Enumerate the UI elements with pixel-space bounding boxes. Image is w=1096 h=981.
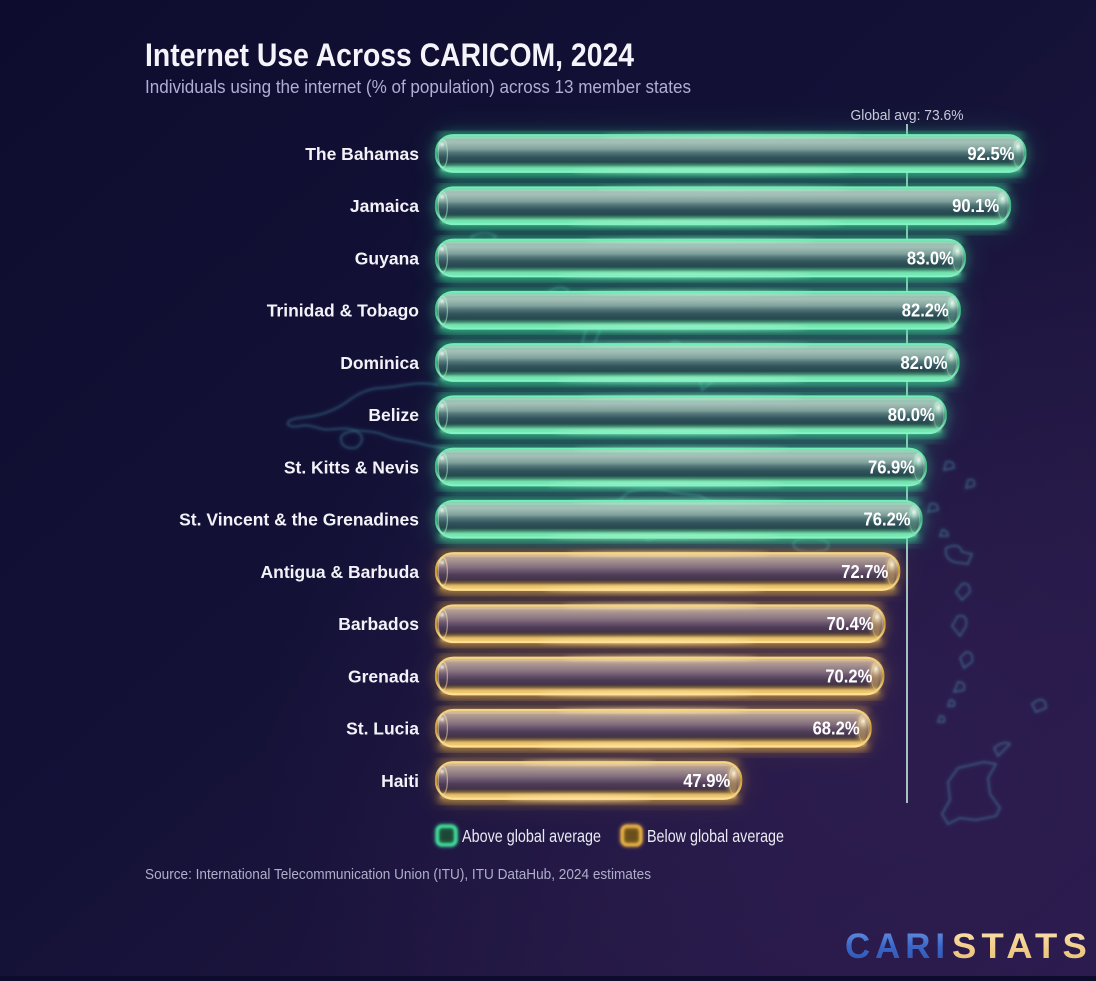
svg-text:72.7%: 72.7% [841, 562, 888, 582]
svg-text:80.0%: 80.0% [888, 405, 935, 425]
svg-text:Jamaica: Jamaica [350, 196, 419, 216]
svg-text:Antigua & Barbuda: Antigua & Barbuda [261, 562, 420, 582]
svg-text:Individuals using the internet: Individuals using the internet (% of pop… [145, 77, 691, 97]
svg-text:St. Vincent & the Grenadines: St. Vincent & the Grenadines [179, 510, 419, 530]
svg-text:Grenada: Grenada [348, 666, 419, 686]
svg-text:STATS: STATS [952, 927, 1092, 966]
svg-text:Source: International Telecomm: Source: International Telecommunication … [145, 866, 651, 883]
svg-text:47.9%: 47.9% [683, 771, 730, 791]
svg-text:70.4%: 70.4% [827, 614, 874, 634]
svg-text:Guyana: Guyana [355, 248, 419, 268]
svg-text:Below global average: Below global average [647, 826, 784, 846]
svg-text:90.1%: 90.1% [952, 196, 999, 216]
svg-text:76.9%: 76.9% [868, 457, 915, 477]
svg-text:Global avg: 73.6%: Global avg: 73.6% [851, 108, 964, 124]
svg-text:82.0%: 82.0% [901, 353, 948, 373]
svg-text:St. Lucia: St. Lucia [346, 719, 419, 739]
svg-text:Trinidad & Tobago: Trinidad & Tobago [267, 301, 419, 321]
svg-text:Internet Use Across CARICOM, 2: Internet Use Across CARICOM, 2024 [145, 37, 634, 73]
svg-text:68.2%: 68.2% [813, 719, 860, 739]
svg-text:Belize: Belize [368, 405, 419, 425]
svg-text:70.2%: 70.2% [825, 666, 872, 686]
svg-text:CARI: CARI [845, 927, 950, 966]
svg-text:Haiti: Haiti [381, 771, 419, 791]
svg-text:St. Kitts & Nevis: St. Kitts & Nevis [284, 457, 419, 477]
svg-text:Barbados: Barbados [338, 614, 419, 634]
svg-text:76.2%: 76.2% [864, 510, 911, 530]
svg-text:92.5%: 92.5% [967, 144, 1014, 164]
svg-text:82.2%: 82.2% [902, 301, 949, 321]
svg-text:Dominica: Dominica [340, 353, 419, 373]
svg-text:The Bahamas: The Bahamas [305, 144, 419, 164]
svg-text:83.0%: 83.0% [907, 248, 954, 268]
svg-text:Above global average: Above global average [462, 826, 601, 846]
